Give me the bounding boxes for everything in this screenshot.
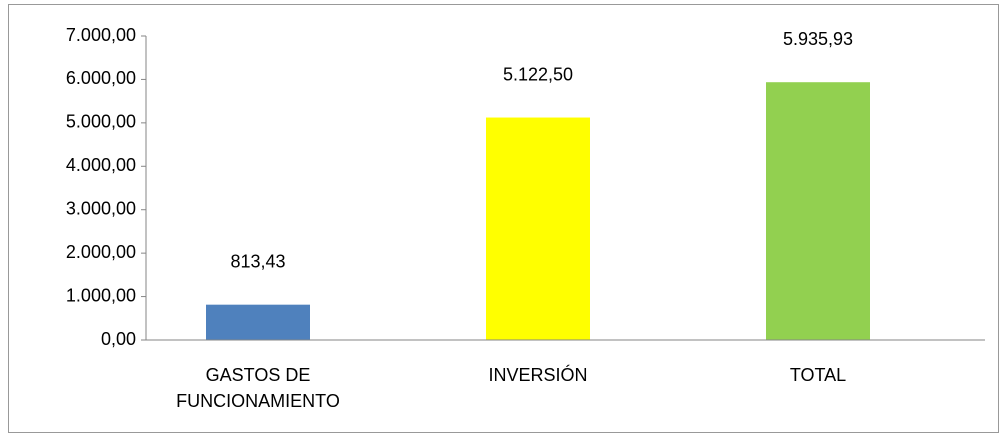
value-label: 5.122,50 [503, 64, 573, 84]
value-label: 5.935,93 [783, 29, 853, 49]
y-tick-label: 6.000,00 [66, 68, 136, 88]
y-tick-label: 5.000,00 [66, 112, 136, 132]
y-tick-label: 7.000,00 [66, 25, 136, 45]
value-label: 813,43 [230, 251, 285, 271]
y-tick-label: 0,00 [101, 329, 136, 349]
y-tick-label: 4.000,00 [66, 155, 136, 175]
x-tick-label: TOTAL [789, 365, 847, 385]
y-tick-label: 2.000,00 [66, 242, 136, 262]
y-tick-label: 1.000,00 [66, 285, 136, 305]
bar [766, 82, 870, 341]
x-tick-label: GASTOS DE FUNCIONAMIENTO [176, 365, 340, 411]
bar [206, 304, 310, 340]
bar [486, 117, 590, 340]
x-tick-label: INVERSIÓN [488, 365, 588, 385]
y-tick-label: 3.000,00 [66, 198, 136, 218]
